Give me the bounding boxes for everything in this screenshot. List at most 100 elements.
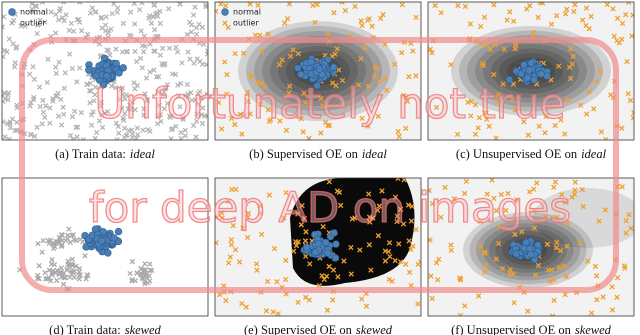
outlier-point: [34, 22, 41, 28]
outlier-point: [147, 267, 153, 274]
outlier-point: [42, 114, 48, 120]
outlier-point: [371, 73, 378, 79]
caption: (a) Train data: ideal: [55, 147, 155, 161]
caption-emphasis: ideal: [362, 147, 388, 161]
outlier-point: [286, 2, 293, 7]
outlier-point: [117, 96, 123, 103]
outlier-point: [477, 218, 483, 225]
outlier-point: [368, 267, 374, 273]
outlier-point: [565, 97, 571, 103]
outlier-point: [286, 83, 293, 89]
outlier-point: [302, 238, 309, 244]
outlier-point: [50, 245, 57, 252]
outlier-point: [382, 258, 389, 264]
outlier-point: [14, 119, 20, 125]
outlier-point: [301, 90, 307, 96]
outlier-point: [542, 213, 548, 220]
outlier-point: [80, 239, 86, 245]
outlier-point: [193, 118, 200, 124]
outlier-point: [627, 97, 634, 104]
outlier-point: [64, 267, 70, 273]
outlier-point: [69, 65, 76, 72]
outlier-point: [429, 201, 436, 207]
outlier-point: [228, 237, 234, 243]
outlier-point: [45, 56, 51, 62]
outlier-point: [406, 238, 412, 244]
outlier-point: [265, 31, 271, 37]
outlier-point: [399, 2, 405, 8]
outlier-point: [282, 276, 289, 283]
normal-point: [505, 75, 514, 84]
outlier-point: [478, 23, 484, 30]
outlier-point: [228, 115, 235, 122]
outlier-point: [268, 117, 274, 123]
outlier-point: [567, 46, 574, 52]
outlier-point: [60, 281, 67, 287]
outlier-point: [481, 14, 488, 20]
outlier-point: [597, 68, 603, 74]
outlier-point: [319, 273, 325, 279]
outlier-point: [177, 2, 183, 7]
outlier-point: [375, 233, 382, 239]
outlier-point: [551, 297, 557, 304]
outlier-point: [175, 82, 181, 88]
outlier-point: [22, 23, 28, 29]
outlier-point: [394, 213, 400, 219]
legend-label: normal: [233, 8, 261, 17]
outlier-point: [491, 2, 497, 8]
outlier-point: [486, 123, 492, 129]
outlier-point: [610, 6, 616, 12]
outlier-point: [147, 13, 153, 19]
normal-point: [314, 240, 322, 248]
outlier-point: [507, 9, 513, 15]
outlier-point: [525, 308, 531, 314]
outlier-point: [630, 115, 634, 121]
outlier-point: [330, 297, 336, 303]
outlier-point: [147, 128, 153, 134]
outlier-point: [482, 110, 488, 116]
outlier-point: [303, 294, 309, 301]
outlier-point: [494, 98, 501, 105]
outlier-point: [151, 27, 158, 33]
outlier-point: [67, 132, 74, 139]
outlier-point: [614, 38, 620, 44]
outlier-point: [74, 17, 80, 23]
outlier-point: [57, 5, 63, 12]
outlier-point: [295, 239, 301, 245]
outlier-point: [307, 261, 313, 267]
panel: normal outlier (a) Train data: ideal: [1, 1, 209, 161]
outlier-point: [58, 96, 64, 103]
outlier-point: [539, 2, 546, 6]
outlier-point: [18, 23, 24, 29]
outlier-point: [215, 240, 219, 246]
outlier-point: [232, 121, 238, 128]
outlier-point: [2, 90, 8, 96]
outlier-point: [493, 256, 499, 262]
outlier-point: [47, 120, 53, 126]
outlier-point: [283, 127, 290, 134]
normal-point: [324, 249, 332, 257]
outlier-point: [51, 262, 58, 268]
outlier-point: [585, 258, 591, 264]
outlier-point: [472, 102, 479, 108]
outlier-point: [199, 95, 205, 101]
caption-emphasis: skewed: [125, 323, 162, 335]
outlier-point: [462, 190, 468, 197]
outlier-point: [376, 203, 382, 209]
outlier-point: [283, 257, 289, 264]
outlier-point: [29, 6, 35, 12]
outlier-point: [493, 135, 499, 140]
outlier-point: [173, 44, 179, 51]
outlier-point: [397, 259, 404, 265]
outlier-point: [609, 307, 616, 313]
outlier-point: [141, 106, 147, 112]
outlier-point: [463, 178, 470, 185]
outlier-point: [483, 42, 490, 48]
outlier-point: [535, 262, 542, 269]
outlier-point: [442, 184, 448, 191]
outlier-point: [406, 74, 412, 80]
outlier-point: [544, 241, 551, 247]
outlier-point: [552, 179, 559, 185]
outlier-point: [149, 267, 155, 273]
outlier-point: [170, 71, 176, 77]
